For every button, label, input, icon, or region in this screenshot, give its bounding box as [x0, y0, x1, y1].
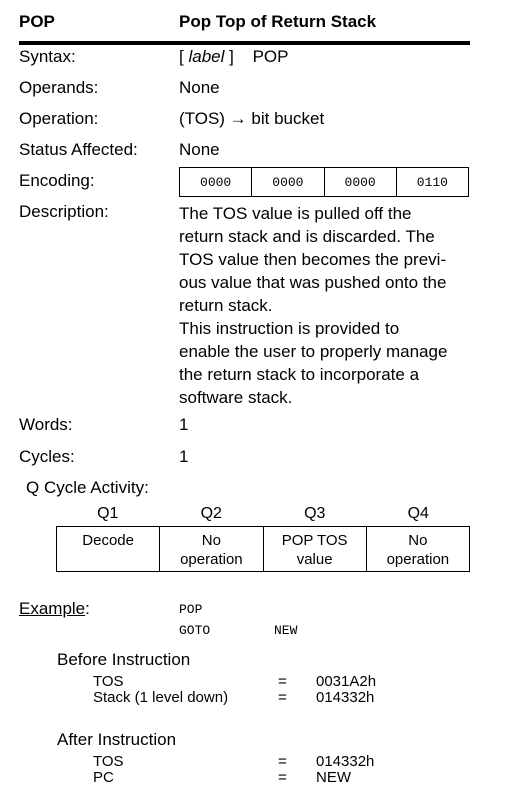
before-row-name: TOS [93, 673, 124, 690]
description-line: ous value that was pushed onto the [179, 273, 447, 292]
qcycle-header: Q2 [200, 505, 222, 522]
operands-label: Operands: [19, 78, 99, 97]
example-label: Example [19, 599, 86, 618]
before-title: Before Instruction [57, 650, 191, 669]
qcycle-headers: Q1 Q2 Q3 Q4 [56, 505, 470, 523]
syntax-value: [ label ] POP [179, 47, 289, 67]
instruction-mnemonic: POP [19, 12, 55, 31]
encoding-cell: 0000 [251, 168, 323, 196]
encoding-label: Encoding: [19, 171, 95, 190]
example-code-op: GOTO [179, 623, 211, 638]
before-row-eq: = [278, 673, 287, 690]
description-line: return stack. [179, 296, 273, 315]
qcycle-cell: No operation [159, 527, 262, 571]
qcycle-cell: No operation [365, 527, 469, 571]
example-code-arg: NEW [274, 623, 298, 638]
operation-value: (TOS) → bit bucket [179, 109, 325, 128]
description-line: the return stack to incorporate a [179, 365, 420, 384]
qcycle-header: Q1 [97, 505, 119, 522]
syntax-close-bracket: ] [229, 47, 234, 66]
description-line: enable the user to properly manage [179, 342, 448, 361]
qcycle-header: Q4 [407, 505, 429, 522]
before-row-eq: = [278, 689, 287, 706]
qcycle-cell: POP TOS value [262, 527, 366, 571]
status-value: None [179, 140, 220, 159]
qcycle-cell: Decode [82, 532, 134, 549]
description-line: The TOS value is pulled off the [179, 204, 412, 223]
qcycle-label: Q Cycle Activity: [26, 478, 149, 497]
after-row-value: NEW [316, 769, 351, 786]
after-row-name: PC [93, 769, 114, 786]
example-heading: Example: [19, 599, 90, 619]
description-label: Description: [19, 202, 109, 221]
qcycle-table: Decode No operation POP TOS value No ope… [56, 526, 470, 572]
syntax-open-bracket: [ [179, 47, 184, 66]
operation-label: Operation: [19, 109, 99, 128]
before-row-name: Stack (1 level down) [93, 689, 229, 706]
description-line: return stack and is discarded. The [179, 227, 435, 246]
after-row-value: 014332h [316, 753, 375, 770]
description-line: software stack. [179, 388, 293, 407]
words-value: 1 [179, 415, 189, 434]
encoding-cell: 0110 [395, 168, 468, 196]
example-code-op: POP [179, 602, 203, 617]
after-row-name: TOS [93, 753, 124, 770]
encoding-cell: 0000 [200, 174, 232, 190]
description-line: TOS value then becomes the previ- [179, 250, 447, 269]
qcycle-header: Q3 [304, 505, 326, 522]
before-row-value: 014332h [316, 689, 375, 706]
syntax-label: Syntax: [19, 47, 76, 66]
description-text: The TOS value is pulled off the return s… [179, 202, 479, 409]
example-colon: : [85, 599, 90, 618]
syntax-label-arg: label [188, 47, 225, 66]
encoding-table: 0000 0000 0000 0110 [179, 167, 469, 197]
instruction-title: Pop Top of Return Stack [179, 12, 377, 31]
status-label: Status Affected: [19, 140, 138, 159]
operands-value: None [179, 78, 220, 97]
cycles-label: Cycles: [19, 447, 75, 466]
description-line: This instruction is provided to [179, 319, 400, 338]
syntax-mnemonic: POP [252, 47, 289, 66]
words-label: Words: [19, 415, 73, 434]
after-row-eq: = [278, 769, 287, 786]
encoding-cell: 0000 [323, 168, 396, 196]
header-rule [19, 41, 470, 45]
after-title: After Instruction [57, 730, 177, 749]
cycles-value: 1 [179, 447, 189, 466]
after-row-eq: = [278, 753, 287, 770]
before-row-value: 0031A2h [316, 673, 377, 690]
